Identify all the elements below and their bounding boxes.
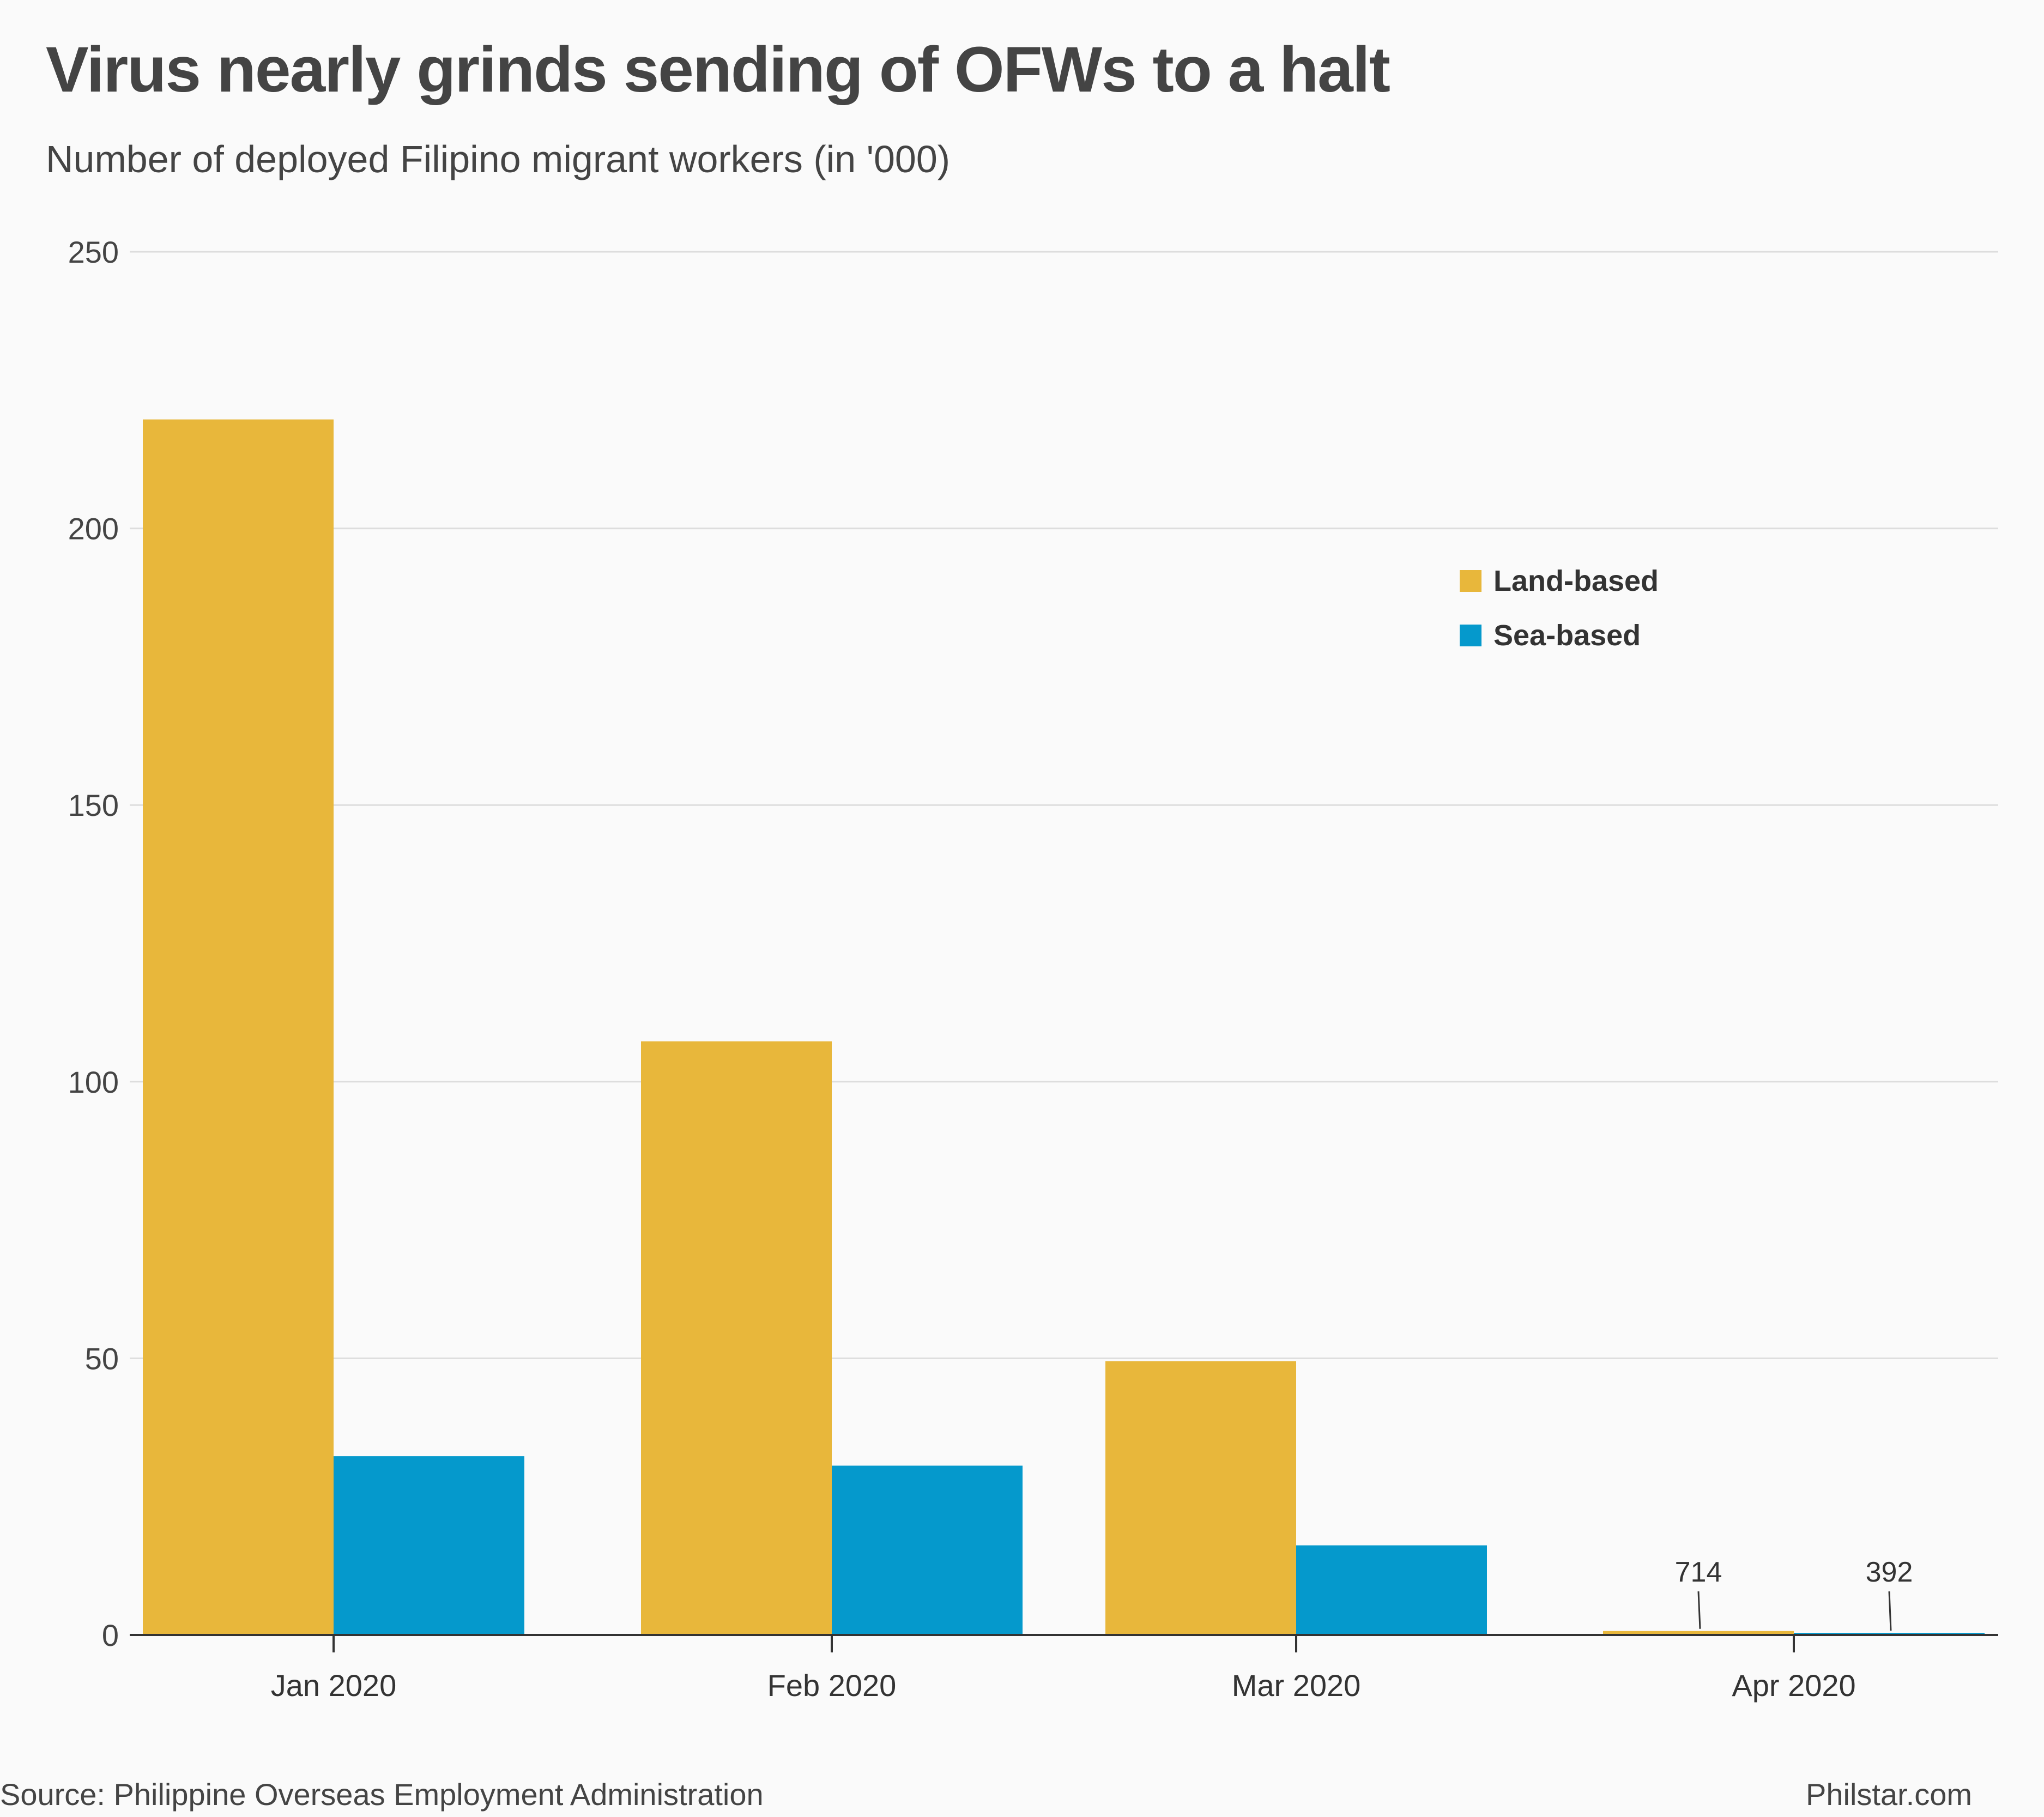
y-tick-label: 50 xyxy=(85,1341,119,1376)
data-label: 714 xyxy=(1675,1556,1722,1588)
bar-sea-based-feb-2020 xyxy=(832,1465,1023,1635)
bar-sea-based-jan-2020 xyxy=(334,1456,524,1635)
y-tick-label: 100 xyxy=(68,1065,119,1099)
data-label-leader xyxy=(1888,1591,1892,1631)
x-tick-label: Apr 2020 xyxy=(1732,1668,1855,1703)
chart-title: Virus nearly grinds sending of OFWs to a… xyxy=(46,34,1390,106)
x-tick-label: Feb 2020 xyxy=(767,1668,897,1703)
bar-land-based-mar-2020 xyxy=(1105,1361,1296,1635)
x-axis: Jan 2020 Feb 2020 Mar 2020 Apr 2020 xyxy=(130,1634,1998,1703)
y-tick-label: 0 xyxy=(102,1618,119,1652)
chart-subtitle: Number of deployed Filipino migrant work… xyxy=(46,138,951,180)
source-note: Source: Philippine Overseas Employment A… xyxy=(0,1777,764,1812)
y-axis-ticks: 0 50 100 150 200 250 xyxy=(68,235,119,1652)
bar-land-based-apr-2020 xyxy=(1603,1631,1794,1635)
publisher-credit: Philstar.com xyxy=(1806,1777,1972,1812)
x-tick-label: Jan 2020 xyxy=(271,1668,396,1703)
legend-swatch-land-based xyxy=(1460,570,1481,592)
legend-swatch-sea-based xyxy=(1460,625,1481,646)
bar-land-based-jan-2020 xyxy=(143,419,334,1636)
y-tick-label: 250 xyxy=(68,235,119,269)
bar-land-based-feb-2020 xyxy=(641,1041,832,1635)
legend: Land-based Sea-based xyxy=(1460,565,1659,652)
bar-sea-based-mar-2020 xyxy=(1296,1545,1487,1635)
y-tick-label: 200 xyxy=(68,512,119,546)
legend-label: Land-based xyxy=(1493,565,1659,597)
data-label: 392 xyxy=(1866,1556,1913,1588)
x-tick-label: Mar 2020 xyxy=(1232,1668,1361,1703)
data-label-leader xyxy=(1697,1591,1701,1629)
data-labels: 714 392 xyxy=(1675,1556,1913,1631)
gridlines xyxy=(130,251,1998,1359)
y-tick-label: 150 xyxy=(68,788,119,822)
legend-label: Sea-based xyxy=(1493,619,1641,652)
bars xyxy=(143,419,1985,1636)
